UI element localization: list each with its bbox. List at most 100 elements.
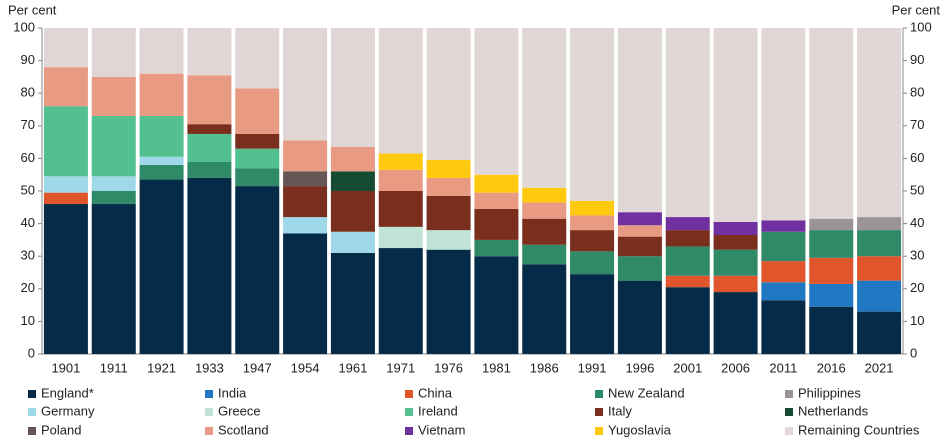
y2-tick-label: 70	[910, 117, 924, 132]
bar-segment	[474, 174, 519, 193]
bar-segment	[235, 28, 280, 89]
bar-segment	[617, 280, 662, 354]
y2-tick-label: 60	[910, 150, 924, 165]
bar-segment	[617, 212, 662, 226]
bar-segment	[665, 217, 710, 231]
legend-label: India	[218, 385, 247, 400]
bar-segment	[761, 261, 806, 283]
y-tick-label: 20	[21, 280, 35, 295]
x-tick-label: 1921	[147, 360, 176, 375]
y-tick-label: 80	[21, 85, 35, 100]
bar-segment	[426, 249, 471, 354]
bar-segment	[235, 186, 280, 354]
bar-segment	[474, 239, 519, 257]
bar-segment	[139, 179, 184, 354]
legend-label: Netherlands	[798, 403, 869, 418]
legend-swatch	[205, 427, 213, 435]
legend-swatch	[785, 408, 793, 416]
legend-label: Remaining Countries	[798, 422, 920, 437]
bar-segment	[522, 202, 567, 219]
bar-segment	[474, 192, 519, 209]
legend-label: New Zealand	[608, 385, 685, 400]
bar-segment	[91, 28, 136, 77]
bar-segment	[43, 106, 88, 177]
legend-swatch	[785, 390, 793, 398]
bar-segment	[378, 28, 423, 154]
x-tick-label: 1986	[530, 360, 559, 375]
bar-segment	[91, 176, 136, 191]
bar-segment	[330, 171, 375, 191]
bar-segment	[713, 28, 758, 222]
legend-swatch	[595, 427, 603, 435]
legend-swatch	[205, 408, 213, 416]
y2-tick-label: 30	[910, 248, 924, 263]
x-tick-label: 1954	[291, 360, 320, 375]
x-tick-label: 1996	[625, 360, 654, 375]
bar-segment	[809, 306, 854, 354]
x-tick-label: 1901	[51, 360, 80, 375]
bar-segment	[713, 275, 758, 293]
legend-swatch	[595, 408, 603, 416]
bar-segment	[761, 231, 806, 262]
bar-segment	[283, 171, 328, 187]
x-tick-label: 1991	[578, 360, 607, 375]
y-tick-label: 10	[21, 313, 35, 328]
bar-segment	[617, 256, 662, 281]
bar-segment	[187, 28, 232, 76]
bar-segment	[617, 28, 662, 213]
x-tick-label: 1981	[482, 360, 511, 375]
bar-segment	[330, 252, 375, 354]
bar-segment	[570, 274, 615, 354]
bar-segment	[522, 264, 567, 354]
bar-segment	[91, 76, 136, 117]
bar-segment	[809, 257, 854, 284]
bar-segment	[139, 73, 184, 117]
bar-segment	[857, 217, 902, 231]
bar-segment	[235, 133, 280, 149]
legend-swatch	[785, 427, 793, 435]
legend-label: Italy	[608, 403, 632, 418]
bar-segment	[378, 169, 423, 191]
bar-segment	[43, 28, 88, 68]
bar-segment	[761, 220, 806, 232]
legend-label: Germany	[41, 403, 95, 418]
bar-segment	[43, 176, 88, 193]
x-tick-label: 1933	[195, 360, 224, 375]
bar-segment	[283, 28, 328, 141]
x-tick-label: 1971	[386, 360, 415, 375]
y-tick-label: 100	[13, 19, 35, 34]
bar-segment	[570, 200, 615, 216]
y-tick-label: 90	[21, 52, 35, 67]
bar-segment	[713, 221, 758, 236]
bar-segment	[330, 231, 375, 253]
bar-segment	[857, 28, 902, 218]
bar-segment	[91, 116, 136, 177]
bar-segment	[522, 187, 567, 203]
bar-segment	[91, 204, 136, 354]
x-tick-label: 1947	[243, 360, 272, 375]
bar-segment	[857, 280, 902, 312]
bar-segment	[283, 217, 328, 234]
bar-segment	[809, 283, 854, 307]
legend-swatch	[595, 390, 603, 398]
bar-segment	[235, 168, 280, 187]
bar-segment	[187, 124, 232, 134]
y2-tick-label: 90	[910, 52, 924, 67]
y2-axis-label: Per cent	[892, 2, 941, 17]
legend-label: Ireland	[418, 403, 458, 418]
x-tick-label: 1961	[338, 360, 367, 375]
y-tick-label: 50	[21, 182, 35, 197]
y2-tick-label: 0	[910, 345, 917, 360]
bar-segment	[187, 177, 232, 354]
y-tick-label: 60	[21, 150, 35, 165]
legend-swatch	[28, 427, 36, 435]
bar-segment	[570, 251, 615, 275]
x-tick-label: 1911	[100, 360, 128, 375]
bar-segment	[330, 146, 375, 172]
bar-segment	[139, 28, 184, 74]
y-tick-label: 70	[21, 117, 35, 132]
bar-segment	[665, 28, 710, 218]
bar-segment	[617, 236, 662, 257]
bar-segment	[283, 140, 328, 172]
